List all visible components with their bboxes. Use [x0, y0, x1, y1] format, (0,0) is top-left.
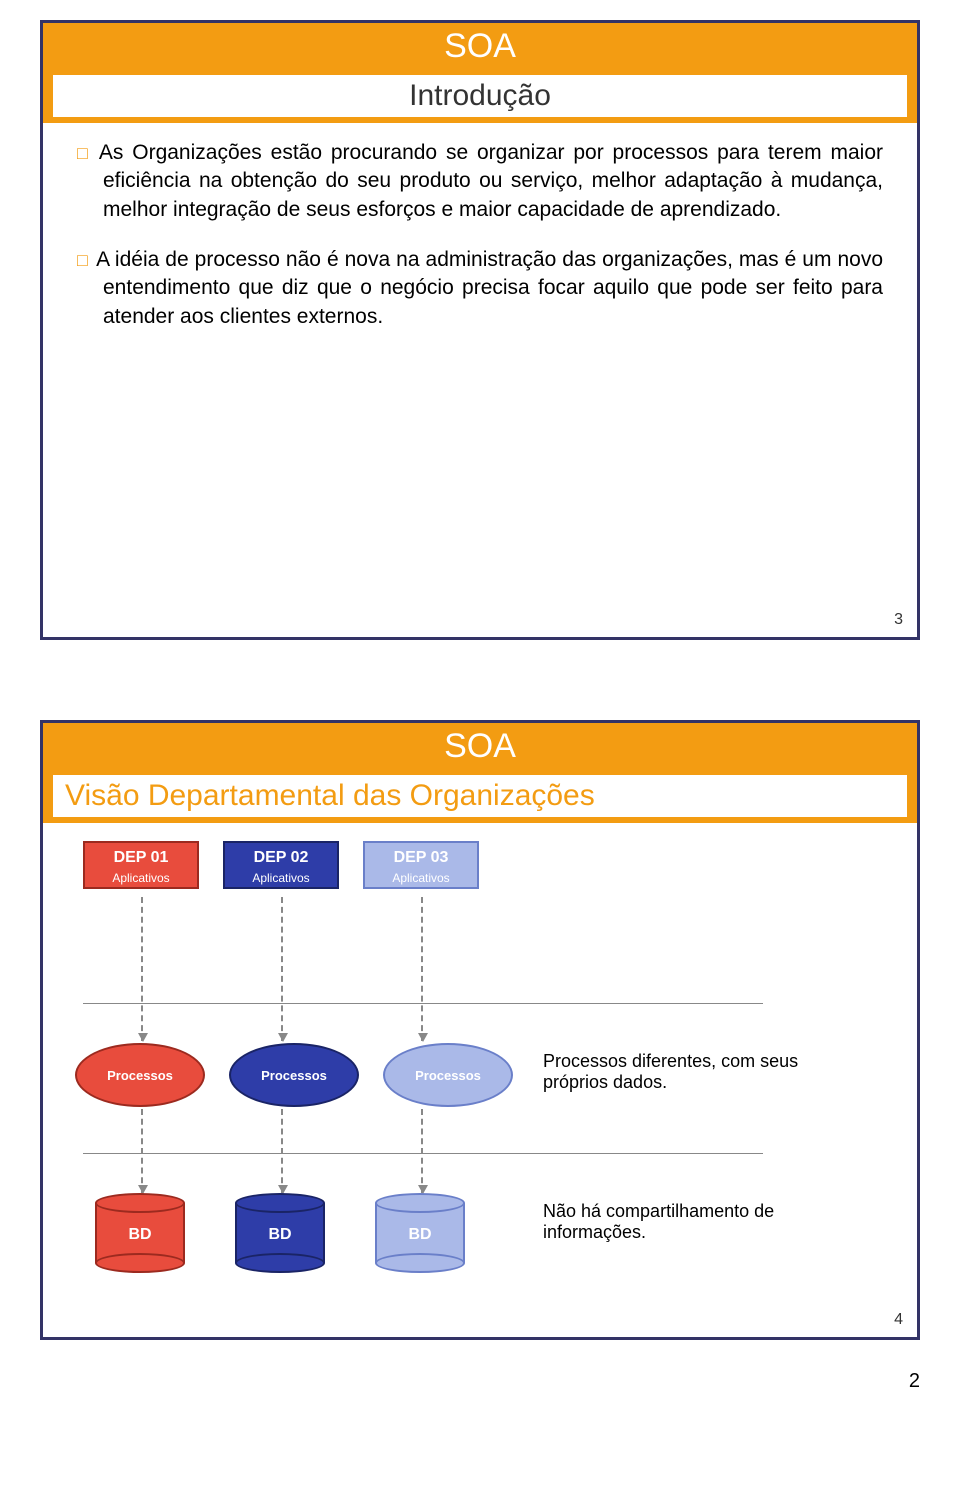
side-text-1: Processos diferentes, com seus próprios … — [543, 1051, 803, 1093]
slide1-para1-text: As Organizações estão procurando se orga… — [99, 141, 883, 221]
slide1-para2: □ A idéia de processo não é nova na admin… — [77, 246, 883, 331]
db-03: BD — [375, 1193, 465, 1273]
proc-02-label: Processos — [261, 1068, 327, 1083]
divider-2 — [83, 1153, 763, 1154]
slide1-subtitle: Introdução — [53, 75, 907, 117]
dep-02: DEP 02 Aplicativos — [223, 841, 339, 889]
dep-row: DEP 01 Aplicativos DEP 02 Aplicativos DE… — [83, 841, 479, 889]
page-number: 2 — [0, 1350, 960, 1413]
dep-01-label: DEP 01 — [114, 849, 169, 866]
arrow-4 — [141, 1109, 143, 1193]
dep-03: DEP 03 Aplicativos — [363, 841, 479, 889]
slide1-header: SOA Introdução — [43, 23, 917, 123]
proc-02: Processos — [229, 1043, 359, 1107]
arrow-1 — [141, 897, 143, 1041]
db-02: BD — [235, 1193, 325, 1273]
dep-01-app: Aplicativos — [89, 871, 193, 885]
proc-01-label: Processos — [107, 1068, 173, 1083]
dep-01: DEP 01 Aplicativos — [83, 841, 199, 889]
page: SOA Introdução □ As Organizações estão pr… — [0, 20, 960, 1413]
slide1-soa-title: SOA — [43, 27, 917, 66]
slide1-subtitle-text: Introdução — [409, 79, 551, 112]
slide1-para2-text: A idéia de processo não é nova na admini… — [96, 248, 883, 328]
arrow-3 — [421, 897, 423, 1041]
slide2-diagram: DEP 01 Aplicativos DEP 02 Aplicativos DE… — [43, 823, 917, 1303]
proc-row: Processos Processos Processos — [75, 1043, 513, 1107]
db-01-label: BD — [128, 1226, 151, 1244]
proc-03: Processos — [383, 1043, 513, 1107]
side-text-2: Não há compartilhamento de informações. — [543, 1201, 803, 1243]
bullet-icon: □ — [77, 250, 88, 270]
slide2-number: 4 — [894, 1311, 903, 1329]
proc-01: Processos — [75, 1043, 205, 1107]
dep-02-app: Aplicativos — [229, 871, 333, 885]
proc-03-label: Processos — [415, 1068, 481, 1083]
slide1-number: 3 — [894, 611, 903, 629]
dep-03-label: DEP 03 — [394, 849, 449, 866]
db-row: BD BD BD — [95, 1193, 465, 1273]
db-01: BD — [95, 1193, 185, 1273]
dep-03-app: Aplicativos — [369, 871, 473, 885]
bullet-icon: □ — [77, 143, 91, 163]
slide2-soa-title: SOA — [43, 727, 917, 766]
db-03-label: BD — [408, 1226, 431, 1244]
dep-02-label: DEP 02 — [254, 849, 309, 866]
arrow-2 — [281, 897, 283, 1041]
slide2-header: SOA Visão Departamental das Organizações — [43, 723, 917, 823]
arrow-5 — [281, 1109, 283, 1193]
db-02-label: BD — [268, 1226, 291, 1244]
slide-1: SOA Introdução □ As Organizações estão pr… — [40, 20, 920, 640]
divider-1 — [83, 1003, 763, 1004]
slide-2: SOA Visão Departamental das Organizações… — [40, 720, 920, 1340]
slide2-subtitle: Visão Departamental das Organizações — [53, 775, 907, 817]
slide1-body: □ As Organizações estão procurando se org… — [43, 123, 917, 369]
slide2-subtitle-text: Visão Departamental das Organizações — [65, 779, 595, 812]
arrow-6 — [421, 1109, 423, 1193]
slide1-para1: □ As Organizações estão procurando se org… — [77, 139, 883, 224]
